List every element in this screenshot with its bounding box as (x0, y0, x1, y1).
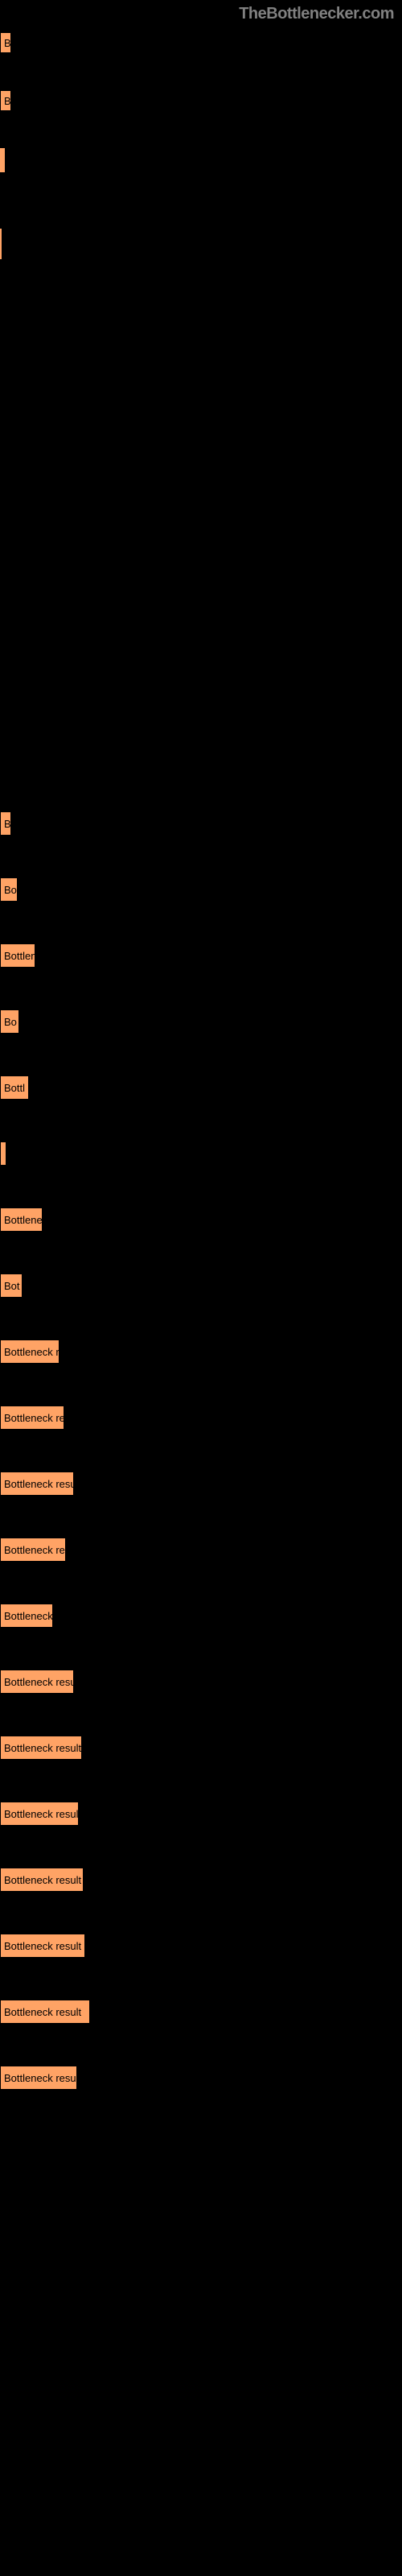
bar-item: B (0, 811, 11, 836)
bar-item: Bottleneck re (0, 1406, 64, 1430)
bar-item: Bottleneck (0, 1604, 53, 1628)
bar-item (0, 229, 2, 259)
bottom-bar-row: Bottleneck resu (0, 1472, 402, 1496)
bottom-bar-row: Bot (0, 1274, 402, 1298)
bar-item: Bo (0, 1009, 19, 1034)
page: TheBottlenecker.com BB BBoBottlenBoBottl… (0, 0, 402, 2090)
bottom-bar-row: Bottleneck resu (0, 1670, 402, 1694)
top-bar-row (0, 229, 402, 259)
bar-item: Bottlen (0, 943, 35, 968)
bar-item: Bottlene (0, 1208, 43, 1232)
bar-item: Bo (0, 877, 18, 902)
bar-item: Bottl (0, 1075, 29, 1100)
bar-item: Bottleneck result (0, 1934, 85, 1958)
top-bars-section: BB (0, 0, 402, 259)
bottom-bar-row (0, 1141, 402, 1166)
bar-item: B (0, 32, 11, 53)
bar-item (0, 1141, 6, 1166)
bar-item: Bottleneck result (0, 2000, 90, 2024)
bar-item: B (0, 90, 11, 111)
bar-item: Bottleneck resu (0, 1472, 74, 1496)
bottom-bar-row: Bottlene (0, 1208, 402, 1232)
bottom-bar-row: Bottleneck result (0, 1736, 402, 1760)
bottom-bars-section: B Bo Bottlen Bo Bottl Bottlene Bot Bottleneck r… (0, 811, 402, 2090)
bottom-bar-row: Bo (0, 877, 402, 902)
bottom-bar-row: Bottleneck (0, 1604, 402, 1628)
bar-item: Bottleneck r (0, 1340, 59, 1364)
bar-item: Bottleneck resu (0, 2066, 77, 2090)
bottom-bar-row: Bottleneck result (0, 1868, 402, 1892)
bar-item: Bottleneck resul (0, 1802, 79, 1826)
bottom-bar-row: Bottl (0, 1075, 402, 1100)
bottom-bar-row: Bottleneck result (0, 1934, 402, 1958)
bottom-bar-row: Bottleneck resu (0, 2066, 402, 2090)
bar-item: Bottleneck resu (0, 1670, 74, 1694)
mid-spacer (0, 296, 402, 811)
bottom-bar-row: Bottlen (0, 943, 402, 968)
bottom-bar-row: Bo (0, 1009, 402, 1034)
top-bar-row: B (0, 32, 402, 53)
bottom-bar-row: Bottleneck r (0, 1340, 402, 1364)
bar-item: Bot (0, 1274, 23, 1298)
bottom-bar-row: Bottleneck re (0, 1406, 402, 1430)
top-bar-row (0, 148, 402, 172)
top-bar-row: B (0, 90, 402, 111)
bottom-bar-row: Bottleneck re (0, 1538, 402, 1562)
bottom-bar-row: B (0, 811, 402, 836)
bottom-bar-row: Bottleneck result (0, 2000, 402, 2024)
bar-item: Bottleneck result (0, 1736, 82, 1760)
watermark-text: TheBottlenecker.com (239, 5, 394, 23)
bar-item (0, 148, 5, 172)
bottom-bar-row: Bottleneck resul (0, 1802, 402, 1826)
bar-item: Bottleneck re (0, 1538, 66, 1562)
bar-item: Bottleneck result (0, 1868, 84, 1892)
